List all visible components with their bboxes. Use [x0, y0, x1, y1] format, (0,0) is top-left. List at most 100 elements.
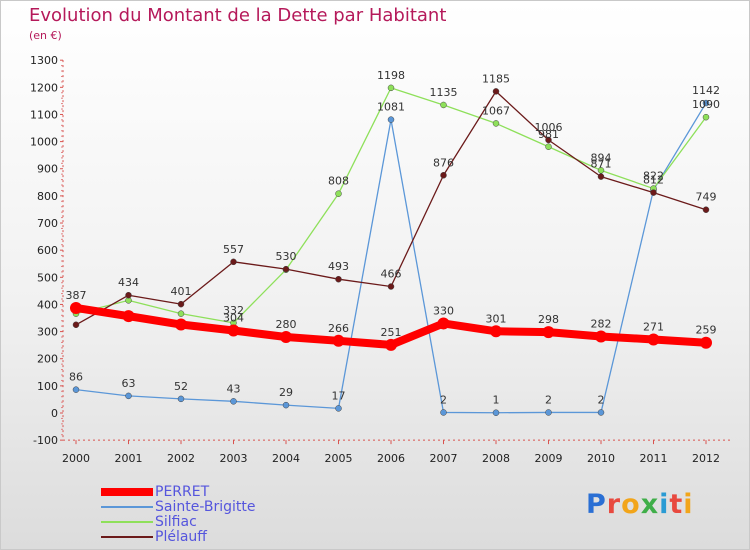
data-point — [282, 265, 290, 273]
data-label: 43 — [227, 382, 241, 395]
data-label: 1090 — [692, 98, 720, 111]
logo-letter: t — [669, 489, 684, 520]
data-label: 259 — [696, 324, 717, 337]
data-label: 332 — [223, 304, 244, 317]
data-point — [702, 206, 710, 213]
data-point — [387, 283, 395, 290]
x-tick-label: 2008 — [482, 452, 510, 465]
data-label: 304 — [223, 311, 244, 324]
data-point — [440, 101, 447, 109]
data-point — [650, 189, 657, 196]
legend: PERRET Sainte-Brigitte Silfiac Plélauff — [101, 484, 321, 545]
data-point — [335, 275, 342, 283]
data-label: 871 — [591, 158, 612, 171]
logo-letter: x — [640, 489, 660, 520]
data-label: 822 — [643, 170, 664, 183]
y-tick-label: 1300 — [30, 54, 58, 67]
data-point — [175, 318, 187, 331]
data-point — [702, 99, 710, 107]
legend-item: Sainte-Brigitte — [101, 499, 321, 515]
data-label: 52 — [174, 380, 188, 393]
data-point — [72, 321, 80, 329]
data-label: 1067 — [482, 104, 510, 117]
data-label: 280 — [276, 318, 297, 331]
y-tick-label: 200 — [37, 353, 58, 366]
x-tick-label: 2004 — [272, 452, 300, 465]
data-point — [125, 291, 132, 299]
legend-item: Silfiac — [101, 514, 321, 530]
proxiti-logo: Proxiti — [586, 489, 694, 520]
legend-label: Sainte-Brigitte — [155, 499, 256, 515]
y-tick-label: 0 — [51, 407, 58, 420]
chart-title: Evolution du Montant de la Dette par Hab… — [29, 5, 447, 26]
legend-swatch — [101, 488, 153, 496]
data-label: 1185 — [482, 72, 510, 85]
data-point — [70, 301, 82, 314]
data-point — [280, 331, 292, 344]
data-label: 812 — [643, 174, 664, 187]
data-point — [387, 116, 395, 123]
data-label: 387 — [66, 289, 87, 302]
data-point — [700, 336, 712, 349]
logo-letter: r — [606, 489, 622, 520]
y-tick-label: 600 — [37, 244, 58, 257]
y-tick-label: 700 — [37, 217, 58, 230]
data-label: 2 — [598, 393, 605, 406]
legend-swatch — [101, 506, 153, 508]
x-tick-label: 2002 — [167, 452, 195, 465]
data-point — [545, 136, 552, 144]
data-point — [492, 409, 500, 416]
data-label: 271 — [643, 320, 664, 333]
data-point — [702, 113, 710, 121]
x-tick-label: 2010 — [587, 452, 615, 465]
data-point — [177, 310, 185, 317]
data-point — [332, 334, 345, 347]
data-point — [125, 392, 132, 400]
data-point — [335, 405, 342, 412]
data-label: 1135 — [430, 86, 458, 99]
y-tick-label: 1000 — [30, 136, 58, 149]
data-label: 876 — [433, 156, 454, 169]
data-point — [440, 172, 447, 179]
data-point — [542, 326, 555, 339]
legend-item: PERRET — [101, 484, 321, 500]
data-point — [597, 173, 605, 180]
series-line-Sainte-Brigitte — [75, 102, 707, 414]
data-label: 86 — [69, 371, 83, 384]
data-label: 266 — [328, 322, 349, 335]
data-label: 1 — [493, 394, 500, 407]
unit-label: (en €) — [29, 29, 62, 42]
data-label: 330 — [433, 304, 454, 317]
data-point — [335, 190, 342, 197]
data-label: 530 — [276, 250, 297, 263]
y-tick-label: 1100 — [30, 108, 58, 121]
data-label: 282 — [591, 317, 612, 330]
data-label: 63 — [122, 377, 136, 390]
legend-label: Plélauff — [155, 529, 207, 545]
y-tick-label: 400 — [37, 298, 58, 311]
legend-item: Plélauff — [101, 529, 321, 545]
data-point — [647, 333, 660, 346]
data-label: 17 — [332, 389, 346, 402]
data-label: 401 — [171, 285, 192, 298]
x-tick-label: 2006 — [377, 452, 405, 465]
data-point — [597, 409, 605, 416]
data-label: 1006 — [535, 121, 563, 134]
data-point — [385, 338, 397, 351]
data-point — [282, 401, 290, 409]
data-label: 749 — [696, 191, 717, 204]
data-label: 894 — [591, 151, 612, 164]
x-tick-label: 2000 — [62, 452, 90, 465]
data-label: 251 — [381, 326, 402, 339]
y-tick-label: 500 — [37, 271, 58, 284]
logo-letter: i — [683, 489, 694, 520]
data-point — [440, 409, 447, 416]
y-tick-label: 300 — [37, 326, 58, 339]
data-point — [492, 120, 500, 127]
y-tick-label: 800 — [37, 190, 58, 203]
x-tick-label: 2012 — [692, 452, 720, 465]
legend-swatch — [101, 521, 153, 523]
data-label: 301 — [486, 312, 507, 325]
data-point — [595, 330, 607, 343]
